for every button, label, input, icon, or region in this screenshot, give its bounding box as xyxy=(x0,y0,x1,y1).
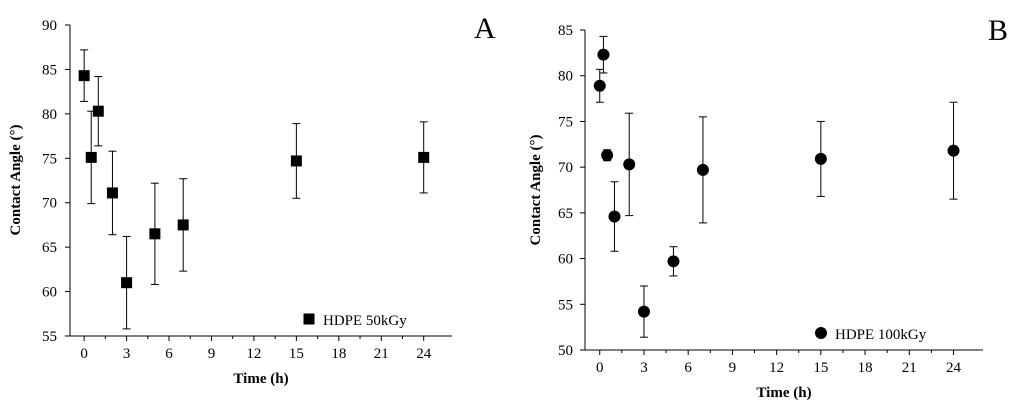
y-tick-label: 80 xyxy=(558,69,573,85)
chart-panel-a: 55 60 65 70 75 80 85 90 0 3 6 9 12 15 18 21 24 Time (h) Co… xyxy=(8,12,496,387)
legend-label: HDPE 50kGy xyxy=(323,313,407,329)
data-point xyxy=(601,149,614,162)
panel-letter: B xyxy=(988,14,1008,47)
x-tick-label: 9 xyxy=(208,346,216,362)
data-point xyxy=(623,158,636,171)
data-point xyxy=(947,144,960,157)
data-point xyxy=(92,105,104,117)
legend-label: HDPE 100kGy xyxy=(835,327,927,343)
y-axis-label: Contact Angle (°) xyxy=(528,135,544,246)
y-tick-label: 75 xyxy=(558,114,573,130)
data-point xyxy=(814,152,827,165)
data-point xyxy=(85,151,97,163)
y-tick-label: 55 xyxy=(558,297,573,313)
y-tick-label: 70 xyxy=(42,196,57,212)
data-point xyxy=(637,305,650,318)
x-tick-label: 24 xyxy=(946,360,962,376)
y-tick-label: 50 xyxy=(558,343,573,359)
x-tick-label: 12 xyxy=(246,346,261,362)
data-point xyxy=(696,163,709,176)
y-tick-label: 60 xyxy=(42,285,57,301)
y-tick-label: 90 xyxy=(42,18,57,34)
data-point xyxy=(149,228,161,240)
data-point xyxy=(593,79,606,92)
y-tick-label: 75 xyxy=(42,151,57,167)
x-tick-label: 0 xyxy=(80,346,88,362)
data-point xyxy=(177,219,189,231)
y-tick-label: 65 xyxy=(558,206,573,222)
y-axis-label: Contact Angle (°) xyxy=(8,125,24,236)
data-point xyxy=(667,255,680,268)
x-tick-label: 18 xyxy=(858,360,873,376)
x-tick-label: 24 xyxy=(416,346,432,362)
data-point xyxy=(608,210,621,223)
y-tick-label: 65 xyxy=(42,240,57,256)
x-axis-label: Time (h) xyxy=(233,371,288,387)
x-tick-label: 9 xyxy=(729,360,737,376)
x-tick-label: 6 xyxy=(684,360,692,376)
x-tick-label: 15 xyxy=(813,360,828,376)
data-point xyxy=(106,187,118,199)
y-tick-label: 85 xyxy=(558,23,573,39)
y-tick-label: 55 xyxy=(42,329,57,345)
data-point xyxy=(78,70,90,82)
x-tick-label: 12 xyxy=(769,360,784,376)
x-tick-label: 0 xyxy=(596,360,604,376)
data-point xyxy=(121,277,133,289)
y-tick-label: 85 xyxy=(42,62,57,78)
chart-panel-b: 50 55 60 65 70 75 80 85 0 3 6 9 12 15 18 21 24 Time (h) Co… xyxy=(528,14,1008,401)
x-tick-label: 15 xyxy=(289,346,304,362)
data-point xyxy=(418,151,430,163)
panel-letter: A xyxy=(474,12,496,45)
y-tick-label: 70 xyxy=(558,160,573,176)
legend-marker xyxy=(815,327,827,339)
x-tick-label: 3 xyxy=(640,360,648,376)
x-tick-label: 3 xyxy=(123,346,131,362)
y-tick-label: 60 xyxy=(558,252,573,268)
x-tick-label: 18 xyxy=(331,346,346,362)
data-point xyxy=(597,48,610,61)
data-point xyxy=(290,155,302,167)
x-axis-label: Time (h) xyxy=(756,385,811,401)
y-tick-label: 80 xyxy=(42,107,57,123)
x-tick-label: 21 xyxy=(902,360,917,376)
legend-marker xyxy=(303,313,315,325)
x-tick-label: 21 xyxy=(374,346,389,362)
x-tick-label: 6 xyxy=(165,346,173,362)
